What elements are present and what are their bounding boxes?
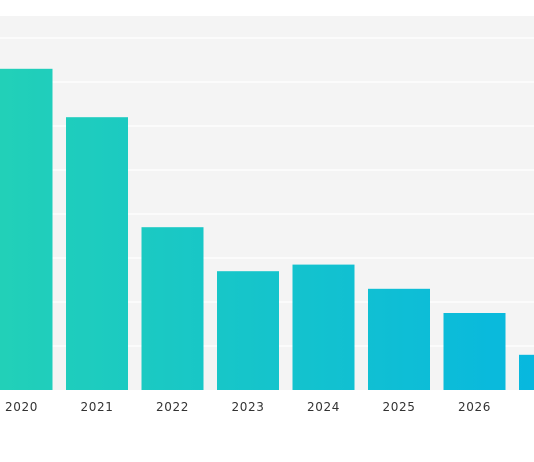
bar-2027 (519, 354, 534, 390)
bar-2026 (443, 313, 506, 390)
bar-2021 (66, 117, 128, 390)
x-axis-ticks: 201920202021202220232024202520262027 (5, 400, 534, 414)
x-tick-label: 2023 (232, 400, 265, 414)
x-tick-label: 2020 (5, 400, 38, 414)
x-tick-label: 2021 (81, 400, 114, 414)
x-tick-label: 2022 (156, 400, 189, 414)
bar-2022 (141, 227, 204, 390)
bar-2023 (217, 271, 279, 390)
bars (0, 68, 534, 391)
x-tick-label: 2026 (458, 400, 491, 414)
bar-2025 (368, 288, 430, 390)
x-tick-label: 2025 (383, 400, 416, 414)
bar-2020 (0, 68, 53, 391)
x-tick-label: 2024 (307, 400, 340, 414)
bar-2024 (292, 264, 355, 390)
